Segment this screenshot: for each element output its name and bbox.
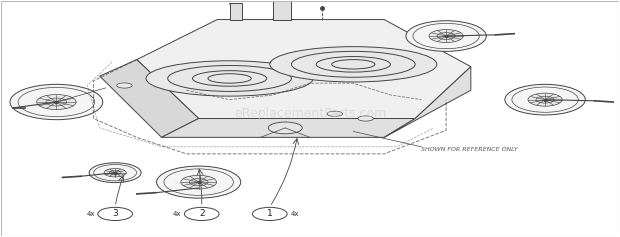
Ellipse shape: [189, 178, 208, 186]
Ellipse shape: [208, 74, 251, 83]
Text: 3: 3: [112, 210, 118, 219]
Text: 4x: 4x: [86, 211, 95, 217]
Circle shape: [184, 207, 219, 220]
Ellipse shape: [291, 51, 415, 77]
Circle shape: [98, 207, 133, 220]
Polygon shape: [273, 1, 291, 19]
Ellipse shape: [437, 33, 455, 40]
Polygon shape: [137, 19, 471, 118]
Ellipse shape: [429, 30, 463, 43]
Polygon shape: [384, 67, 471, 137]
Circle shape: [252, 207, 287, 220]
Ellipse shape: [406, 21, 486, 51]
Ellipse shape: [157, 166, 241, 198]
Ellipse shape: [332, 59, 375, 69]
Ellipse shape: [268, 122, 303, 134]
Ellipse shape: [117, 83, 132, 88]
Text: 4x: 4x: [173, 211, 181, 217]
Polygon shape: [162, 118, 415, 137]
Ellipse shape: [327, 111, 342, 116]
Ellipse shape: [18, 87, 95, 117]
Polygon shape: [229, 3, 242, 19]
Ellipse shape: [181, 175, 216, 189]
Ellipse shape: [168, 65, 291, 91]
Ellipse shape: [104, 169, 126, 177]
Ellipse shape: [37, 95, 76, 109]
Ellipse shape: [46, 98, 67, 106]
Text: 1: 1: [267, 210, 273, 219]
Ellipse shape: [536, 96, 554, 103]
Ellipse shape: [413, 23, 479, 49]
Ellipse shape: [270, 47, 437, 82]
Ellipse shape: [192, 71, 267, 86]
Ellipse shape: [109, 170, 121, 175]
Text: eReplacementParts.com: eReplacementParts.com: [234, 107, 386, 120]
Ellipse shape: [146, 61, 313, 96]
Ellipse shape: [164, 169, 233, 195]
Ellipse shape: [316, 57, 391, 72]
Ellipse shape: [94, 164, 136, 181]
Text: 4x: 4x: [290, 211, 299, 217]
Ellipse shape: [358, 116, 373, 121]
Ellipse shape: [528, 93, 562, 106]
Ellipse shape: [512, 87, 578, 112]
Ellipse shape: [89, 163, 141, 182]
Ellipse shape: [10, 84, 103, 120]
Polygon shape: [100, 59, 198, 137]
Text: 2: 2: [199, 210, 205, 219]
Ellipse shape: [505, 84, 585, 115]
Text: SHOWN FOR REFERENCE ONLY: SHOWN FOR REFERENCE ONLY: [422, 147, 518, 152]
